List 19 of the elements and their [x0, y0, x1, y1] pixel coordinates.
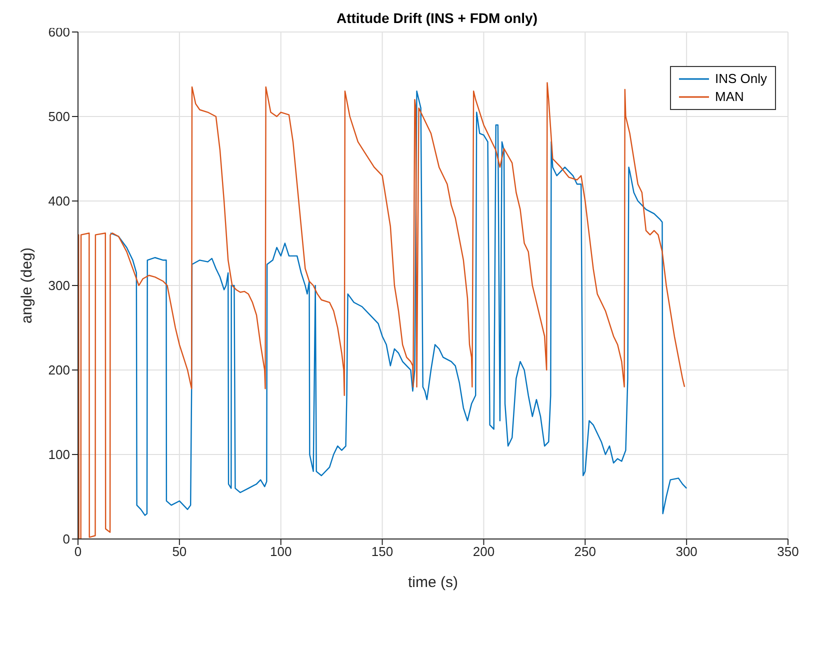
y-tick-label: 200	[48, 362, 70, 378]
x-tick-label: 50	[172, 544, 187, 560]
y-tick-label: 400	[48, 194, 70, 209]
legend-label: INS Only	[714, 70, 767, 88]
y-tick-label: 500	[48, 109, 70, 124]
x-tick-label: 200	[472, 544, 495, 560]
y-tick-label: 100	[48, 447, 70, 462]
legend-label: MAN	[714, 88, 744, 106]
chart-title: Attitude Drift (INS + FDM only)	[336, 10, 538, 26]
x-tick-label: 100	[270, 544, 292, 560]
y-tick-label: 300	[48, 278, 70, 294]
y-tick-label: 0	[62, 532, 70, 547]
x-tick-label: 0	[74, 544, 82, 560]
x-tick-label: 250	[574, 544, 596, 560]
x-tick-label: 150	[371, 544, 394, 560]
x-tick-label: 350	[777, 544, 799, 560]
y-axis-title: angle (deg)	[18, 248, 36, 324]
x-axis-title: time (s)	[408, 574, 458, 591]
x-tick-label: 300	[676, 544, 698, 560]
